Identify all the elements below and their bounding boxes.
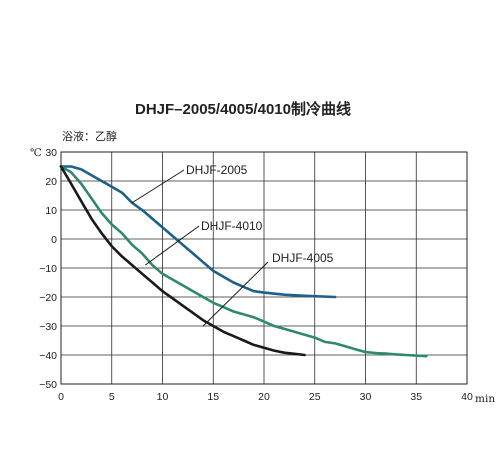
chart-subtitle: 浴液：乙醇 [62, 129, 117, 143]
callout-label-dhjf-2005: DHJF-2005 [186, 163, 248, 177]
series-line-dhjf-4005 [59, 165, 306, 357]
x-tick-label: 10 [157, 391, 169, 403]
y-tick-label: −20 [39, 292, 57, 304]
x-tick-label: 35 [410, 391, 422, 403]
y-tick-label: 0 [51, 234, 57, 246]
plot-frame [60, 151, 468, 385]
x-tick-label: 20 [258, 391, 270, 403]
y-axis-unit: ℃ [30, 147, 42, 159]
y-tick-label: −10 [39, 263, 57, 275]
x-tick-label: 5 [109, 391, 115, 403]
series-callouts: DHJF-2005 DHJF-4010 DHJF-4005 [131, 163, 334, 327]
series-line-dhjf-4010 [59, 165, 428, 358]
callout-leader-line [144, 225, 200, 266]
y-tick-label: −40 [39, 350, 57, 362]
x-tick-labels: 0 5 10 15 20 25 30 35 40 [58, 391, 473, 403]
grid [60, 151, 468, 385]
x-axis-unit: min [475, 393, 495, 405]
callout-leader-line [131, 169, 185, 204]
x-tick-label: 30 [360, 391, 372, 403]
y-tick-label: 20 [45, 176, 57, 188]
y-tick-labels: 30 20 10 0 −10 −20 −30 −40 −50 [39, 147, 57, 391]
series-lines [59, 165, 428, 358]
x-tick-label: 0 [58, 391, 64, 403]
y-tick-label: −30 [39, 321, 57, 333]
y-tick-label: −50 [39, 379, 57, 391]
callout-label-dhjf-4010: DHJF-4010 [201, 219, 263, 233]
callout-leader-line [202, 261, 269, 327]
x-tick-label: 25 [309, 391, 321, 403]
y-tick-label: 10 [45, 205, 57, 217]
series-line-dhjf-2005 [59, 165, 337, 299]
chart-title: DHJF–2005/4005/4010制冷曲线 [135, 100, 351, 118]
callout-label-dhjf-4005: DHJF-4005 [272, 251, 334, 265]
y-tick-label: 30 [45, 147, 57, 159]
x-tick-label: 15 [207, 391, 219, 403]
x-tick-label: 40 [461, 391, 473, 403]
